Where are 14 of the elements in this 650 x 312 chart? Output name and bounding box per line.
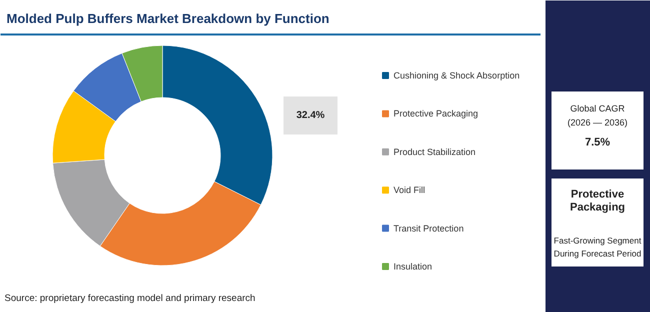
legend-label: Product Stabilization — [394, 146, 476, 157]
legend-label: Protective Packaging — [394, 108, 478, 119]
text: 7.5% — [584, 136, 610, 148]
data-label: 32.4% — [296, 110, 325, 121]
text: (2026 — 2036) — [567, 118, 628, 128]
text: Global CAGR — [570, 104, 626, 114]
legend-label: Insulation — [394, 262, 432, 272]
chart-title: Molded Pulp Buffers Market Breakdown by Function — [6, 11, 330, 26]
text: Fast-Growing Segment During Forecast Period — [554, 236, 642, 258]
legend-label: Cushioning & Shock Absorption — [394, 70, 520, 80]
source-note: Source: proprietary forecasting model and primary research — [4, 293, 256, 304]
text: Protective Packaging — [570, 188, 626, 214]
legend-label: Void Fill — [394, 185, 426, 196]
legend-label: Transit Protection — [394, 223, 464, 234]
